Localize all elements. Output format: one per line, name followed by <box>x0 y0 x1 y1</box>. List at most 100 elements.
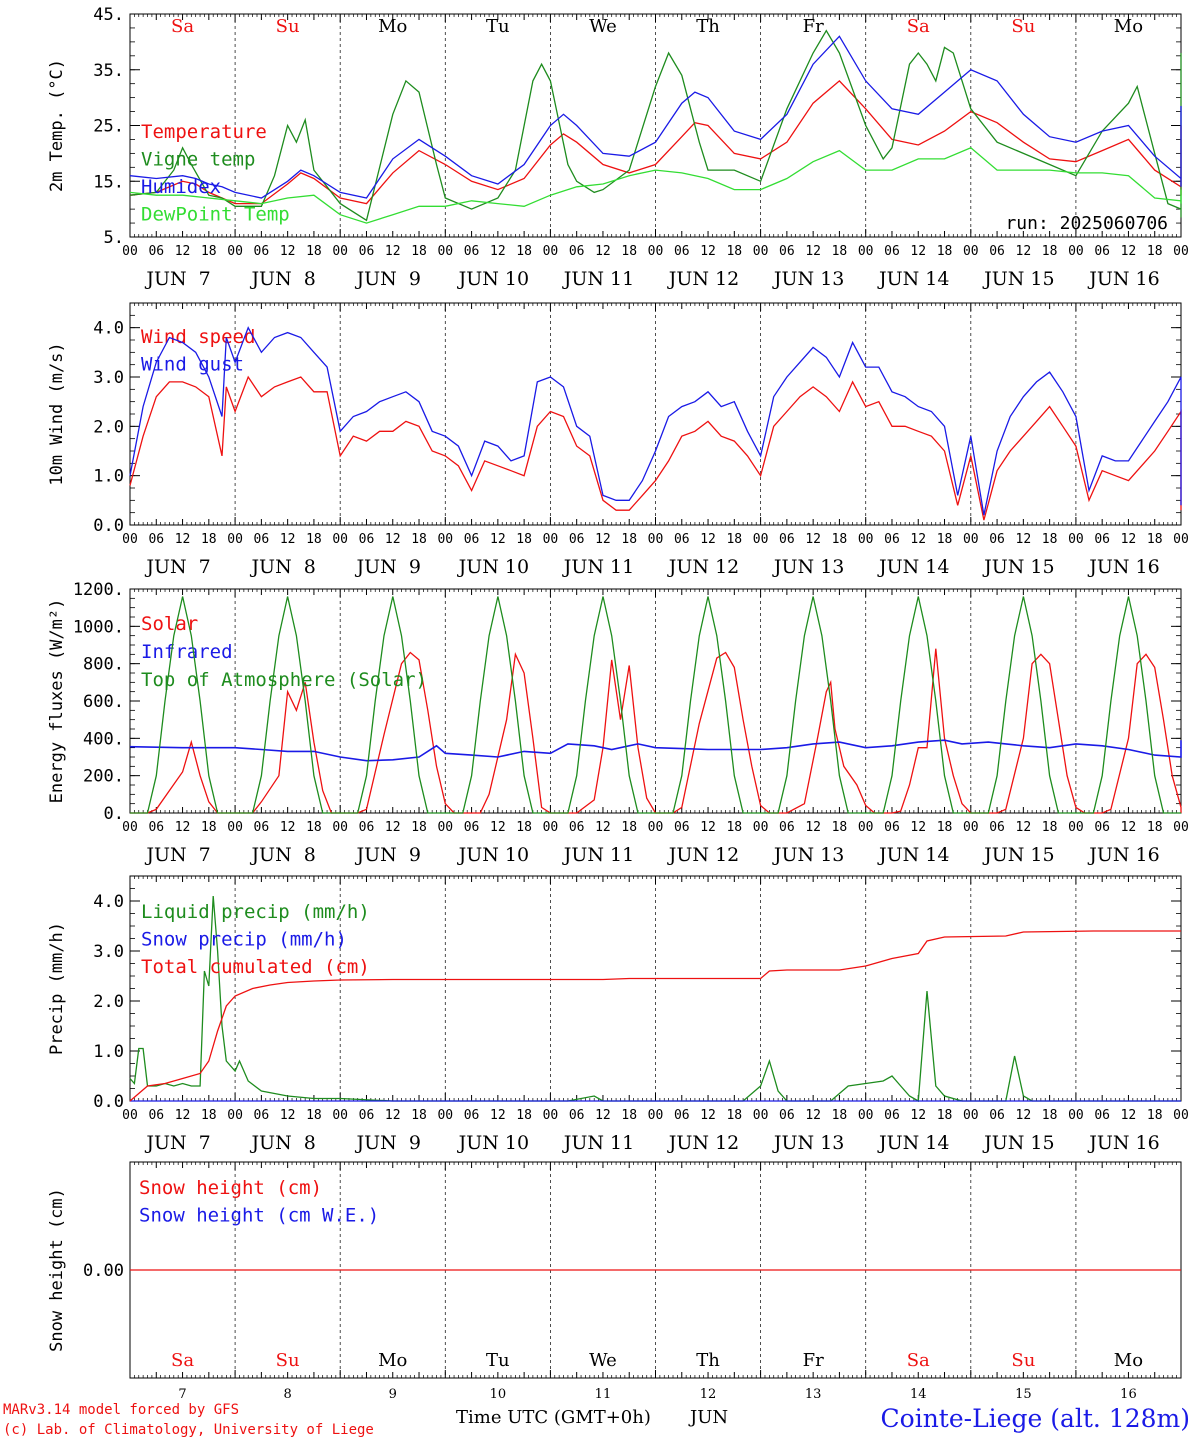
hour-tick-label: 12 <box>805 532 821 547</box>
hour-tick-label: 12 <box>385 244 401 259</box>
date-label: JUN 8 <box>249 1132 315 1154</box>
y-tick-label: 3.0 <box>93 942 124 962</box>
hour-tick-label: 12 <box>1016 532 1032 547</box>
hour-tick-label: 12 <box>175 1108 191 1123</box>
date-label: JUN 8 <box>249 556 315 578</box>
hour-tick-label: 06 <box>569 1108 585 1123</box>
hour-tick-label: 18 <box>1147 820 1163 835</box>
date-label: JUN 10 <box>457 844 529 866</box>
hour-tick-label: 12 <box>595 532 611 547</box>
hour-tick-label: 18 <box>1147 532 1163 547</box>
hour-tick-label: 12 <box>175 820 191 835</box>
hour-tick-label: 00 <box>858 532 874 547</box>
hour-tick-label: 00 <box>543 244 559 259</box>
hour-tick-label: 06 <box>569 820 585 835</box>
hour-tick-label: 06 <box>884 820 900 835</box>
hour-tick-label: 12 <box>700 532 716 547</box>
y-tick-label: 1200. <box>73 580 124 600</box>
hour-tick-label: 18 <box>726 532 742 547</box>
day-number: 8 <box>284 1387 292 1402</box>
legend-entry: Snow precip (mm/h) <box>141 929 347 951</box>
legend-entry: Vigne temp <box>141 149 255 171</box>
day-number: 15 <box>1015 1387 1032 1402</box>
hour-tick-label: 00 <box>332 820 348 835</box>
hour-tick-label: 06 <box>674 1108 690 1123</box>
hour-tick-label: 06 <box>148 820 164 835</box>
day-name: Su <box>1011 16 1035 37</box>
hour-tick-label: 00 <box>1173 1108 1189 1123</box>
legend-entry: Infrared <box>141 641 233 663</box>
hour-tick-label: 06 <box>989 820 1005 835</box>
hour-tick-label: 06 <box>884 1108 900 1123</box>
hour-tick-label: 06 <box>1094 820 1110 835</box>
series-line-wind-gust <box>129 326 1182 516</box>
day-name: Tu <box>486 16 510 37</box>
hour-tick-label: 00 <box>1068 532 1084 547</box>
legend-entry: Snow height (cm W.E.) <box>139 1205 379 1227</box>
date-label: JUN 16 <box>1087 1132 1159 1154</box>
date-label: JUN 11 <box>562 844 634 866</box>
hour-tick-label: 12 <box>910 532 926 547</box>
hour-tick-label: 00 <box>543 1108 559 1123</box>
hour-tick-label: 06 <box>674 244 690 259</box>
date-label: JUN 9 <box>355 844 421 866</box>
y-tick-label: 5. <box>104 228 124 248</box>
hour-tick-label: 00 <box>437 532 453 547</box>
hour-tick-label: 12 <box>700 244 716 259</box>
y-tick-label: 2.0 <box>93 417 124 437</box>
hour-tick-label: 00 <box>858 1108 874 1123</box>
hour-tick-label: 00 <box>1068 1108 1084 1123</box>
hour-tick-label: 12 <box>175 532 191 547</box>
date-label: JUN 12 <box>667 556 739 578</box>
hour-tick-label: 00 <box>227 1108 243 1123</box>
hour-tick-label: 18 <box>516 820 532 835</box>
y-tick-label: 45. <box>93 5 124 25</box>
y-tick-label: 0. <box>104 804 124 824</box>
y-axis-label: 10m Wind (m/s) <box>47 342 67 485</box>
date-label: JUN 14 <box>877 556 949 578</box>
date-label: JUN 8 <box>249 268 315 290</box>
hour-tick-label: 12 <box>805 1108 821 1123</box>
y-axis-label: Snow height (cm) <box>47 1188 67 1352</box>
hour-tick-label: 18 <box>201 820 217 835</box>
date-label: JUN 12 <box>667 1132 739 1154</box>
hour-tick-label: 06 <box>884 532 900 547</box>
hour-tick-label: 18 <box>411 244 427 259</box>
hour-tick-label: 06 <box>254 820 270 835</box>
hour-tick-label: 12 <box>595 244 611 259</box>
hour-tick-label: 06 <box>779 244 795 259</box>
hour-tick-label: 18 <box>306 1108 322 1123</box>
series-line-dewpoint-temp <box>129 147 1182 224</box>
y-axis-label: Energy fluxes (W/m²) <box>47 599 67 804</box>
hour-tick-label: 18 <box>516 1108 532 1123</box>
hour-tick-label: 18 <box>306 820 322 835</box>
day-name: Su <box>276 16 300 37</box>
y-tick-label: 3.0 <box>93 368 124 388</box>
hour-tick-label: 00 <box>753 1108 769 1123</box>
hour-tick-label: 00 <box>1173 244 1189 259</box>
hour-tick-label: 06 <box>359 1108 375 1123</box>
hour-tick-label: 06 <box>989 532 1005 547</box>
day-name: We <box>589 16 617 37</box>
hour-tick-label: 00 <box>648 820 664 835</box>
date-label: JUN 11 <box>562 268 634 290</box>
date-label: JUN 9 <box>355 1132 421 1154</box>
day-name: Sa <box>907 1350 930 1371</box>
day-name: Fr <box>803 16 824 37</box>
date-label: JUN 15 <box>982 1132 1054 1154</box>
hour-tick-label: 18 <box>516 244 532 259</box>
hour-tick-label: 00 <box>332 1108 348 1123</box>
legend-entry: Top of Atmosphere (Solar) <box>141 669 427 691</box>
hour-tick-label: 12 <box>490 244 506 259</box>
hour-tick-label: 18 <box>1042 1108 1058 1123</box>
y-tick-label: 4.0 <box>93 892 124 912</box>
hour-tick-label: 18 <box>201 1108 217 1123</box>
day-name: We <box>589 1350 617 1371</box>
date-label: JUN 13 <box>772 268 844 290</box>
hour-tick-label: 12 <box>490 532 506 547</box>
y-tick-label: 1.0 <box>93 467 124 487</box>
hour-tick-label: 00 <box>648 244 664 259</box>
hour-tick-label: 18 <box>832 1108 848 1123</box>
day-number: 9 <box>389 1387 397 1402</box>
